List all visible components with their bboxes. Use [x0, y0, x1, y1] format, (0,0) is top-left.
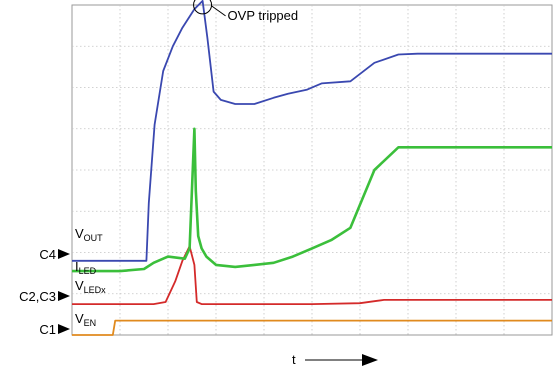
trace-iled [72, 127, 552, 273]
plot-grid [71, 4, 553, 336]
trace-vledx [72, 245, 552, 305]
ovp-leader-line [211, 5, 226, 17]
channel-marker-c2-c3-label: C2,C3 [19, 289, 56, 304]
trace-vout [72, 0, 552, 262]
ovp-circle [193, 0, 213, 15]
time-axis: t [292, 352, 378, 367]
channel-marker-c1-arrow [58, 324, 70, 334]
channel-marker-c4-label: C4 [39, 247, 56, 262]
channel-marker-c4-arrow [58, 249, 70, 259]
trace-ven [72, 319, 552, 336]
ovp-annotation: OVP tripped [193, 0, 299, 23]
channel-marker-c1-label: C1 [39, 322, 56, 337]
x-axis-label: t [292, 352, 296, 367]
channel-marker-c2-c3-arrow [58, 291, 70, 301]
label-ven: VEN [75, 311, 96, 328]
x-axis-arrow-head [362, 354, 378, 366]
label-vout: VOUT [75, 226, 103, 243]
label-vledx: VLEDx [75, 278, 106, 295]
channel-markers: C4 C2,C3 C1 [19, 247, 70, 337]
waveform-traces [72, 0, 552, 336]
ovp-label: OVP tripped [228, 8, 299, 23]
